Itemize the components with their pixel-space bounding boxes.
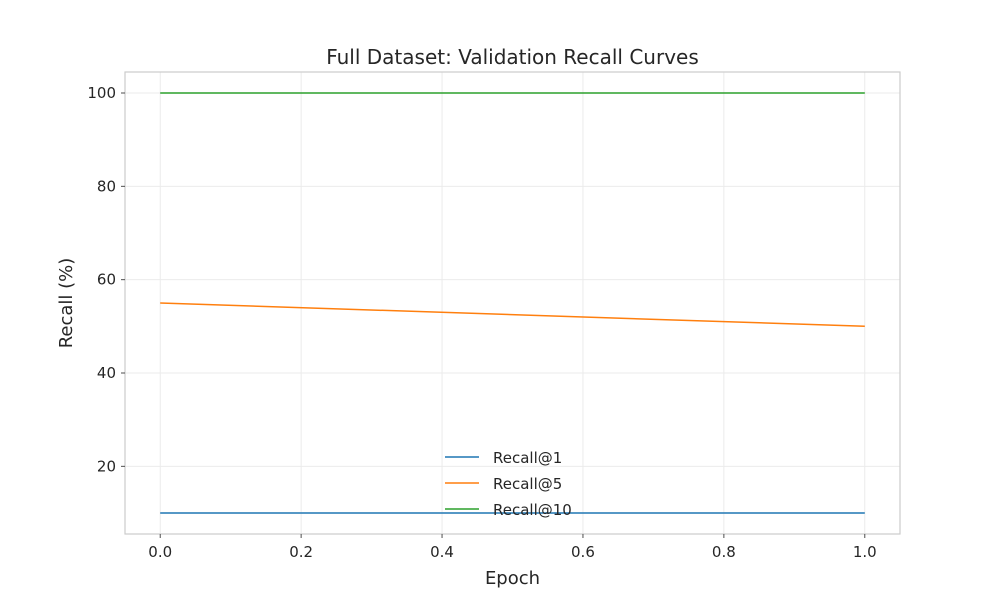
y-tick-label: 20: [97, 457, 116, 475]
series-lines: [160, 92, 865, 514]
legend-label: Recall@10: [493, 501, 572, 519]
x-axis-ticks: 0.0 0.2 0.4 0.6 0.8 1.0: [148, 534, 877, 561]
y-axis-ticks: 20 40 60 80 100: [87, 84, 125, 475]
chart-title: Full Dataset: Validation Recall Curves: [326, 45, 699, 69]
legend-label: Recall@5: [493, 475, 562, 493]
y-axis-label: Recall (%): [56, 258, 77, 349]
y-tick-label: 80: [97, 177, 116, 195]
x-tick-label: 0.8: [712, 543, 736, 561]
x-tick-label: 0.0: [148, 543, 172, 561]
x-axis-label: Epoch: [485, 568, 540, 589]
x-tick-label: 0.4: [430, 543, 454, 561]
x-tick-label: 1.0: [853, 543, 877, 561]
y-tick-label: 40: [97, 364, 116, 382]
series-line-recall-5: [160, 302, 865, 328]
y-tick-label: 100: [87, 84, 116, 102]
plot-frame: [124, 71, 901, 535]
legend-label: Recall@1: [493, 449, 562, 467]
legend: Recall@1 Recall@5 Recall@10: [445, 449, 572, 519]
x-tick-label: 0.6: [571, 543, 595, 561]
x-tick-label: 0.2: [289, 543, 313, 561]
y-tick-label: 60: [97, 271, 116, 289]
